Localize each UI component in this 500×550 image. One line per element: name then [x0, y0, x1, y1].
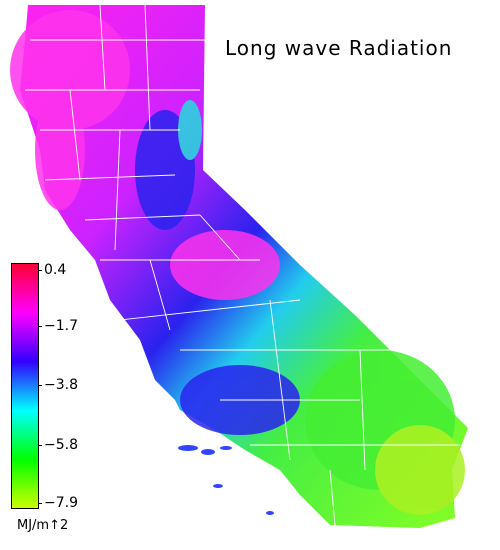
map-title: Long wave Radiation [225, 36, 453, 60]
colorbar [11, 263, 39, 509]
colorbar-tick-label: −1.7 [44, 318, 78, 334]
tick-mark-5 [38, 503, 42, 504]
colorbar-tick-label: −3.8 [44, 377, 78, 393]
colorbar-units: MJ/m↑2 [17, 518, 69, 533]
magenta-region-central [170, 230, 280, 300]
cyan-region-tahoe [178, 100, 202, 160]
magenta-region-coast [35, 90, 85, 210]
tick-mark-2 [38, 326, 42, 327]
colorbar-tick-label: −7.9 [44, 495, 78, 511]
tick-mark-4 [38, 445, 42, 446]
color-blobs [10, 10, 465, 515]
yellowgreen-region-se [375, 425, 465, 515]
colorbar-tick-label: 0.4 [44, 262, 67, 278]
county-boundaries [25, 4, 460, 526]
tick-mark-1 [38, 270, 42, 271]
tick-mark-3 [38, 385, 42, 386]
colorbar-tick-label: −5.8 [44, 437, 78, 453]
channel-islands [178, 445, 274, 515]
